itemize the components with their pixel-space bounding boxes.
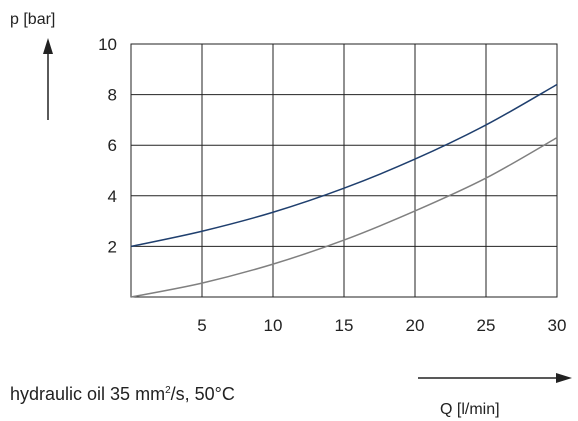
x-tick-label: 5 (197, 316, 206, 335)
x-tick-label: 20 (406, 316, 425, 335)
note-superscript: 2 (165, 385, 171, 396)
x-axis-arrowhead (556, 373, 572, 383)
fluid-condition-note: hydraulic oil 35 mm2/s, 50°C (10, 384, 235, 405)
grid (130, 43, 558, 298)
x-tick-label: 15 (335, 316, 354, 335)
x-axis-label: Q [l/min] (440, 401, 500, 418)
note-suffix: /s, 50°C (170, 384, 235, 404)
y-axis-arrowhead (43, 38, 53, 54)
y-tick-label: 10 (98, 35, 117, 54)
x-tick-label: 30 (548, 316, 567, 335)
note-prefix: hydraulic oil 35 mm (10, 384, 166, 404)
x-tick-label: 10 (264, 316, 283, 335)
y-tick-label: 2 (108, 237, 117, 256)
y-tick-label: 6 (108, 136, 117, 155)
y-tick-label: 8 (108, 86, 117, 105)
y-tick-label: 4 (108, 187, 117, 206)
x-tick-label: 25 (477, 316, 496, 335)
curves (130, 83, 558, 298)
upper-curve (130, 83, 558, 248)
y-axis-label: p [bar] (10, 11, 55, 28)
lower-curve (130, 136, 558, 298)
tick-labels: 5 10 15 20 25 30 2 4 6 8 10 (98, 35, 566, 335)
